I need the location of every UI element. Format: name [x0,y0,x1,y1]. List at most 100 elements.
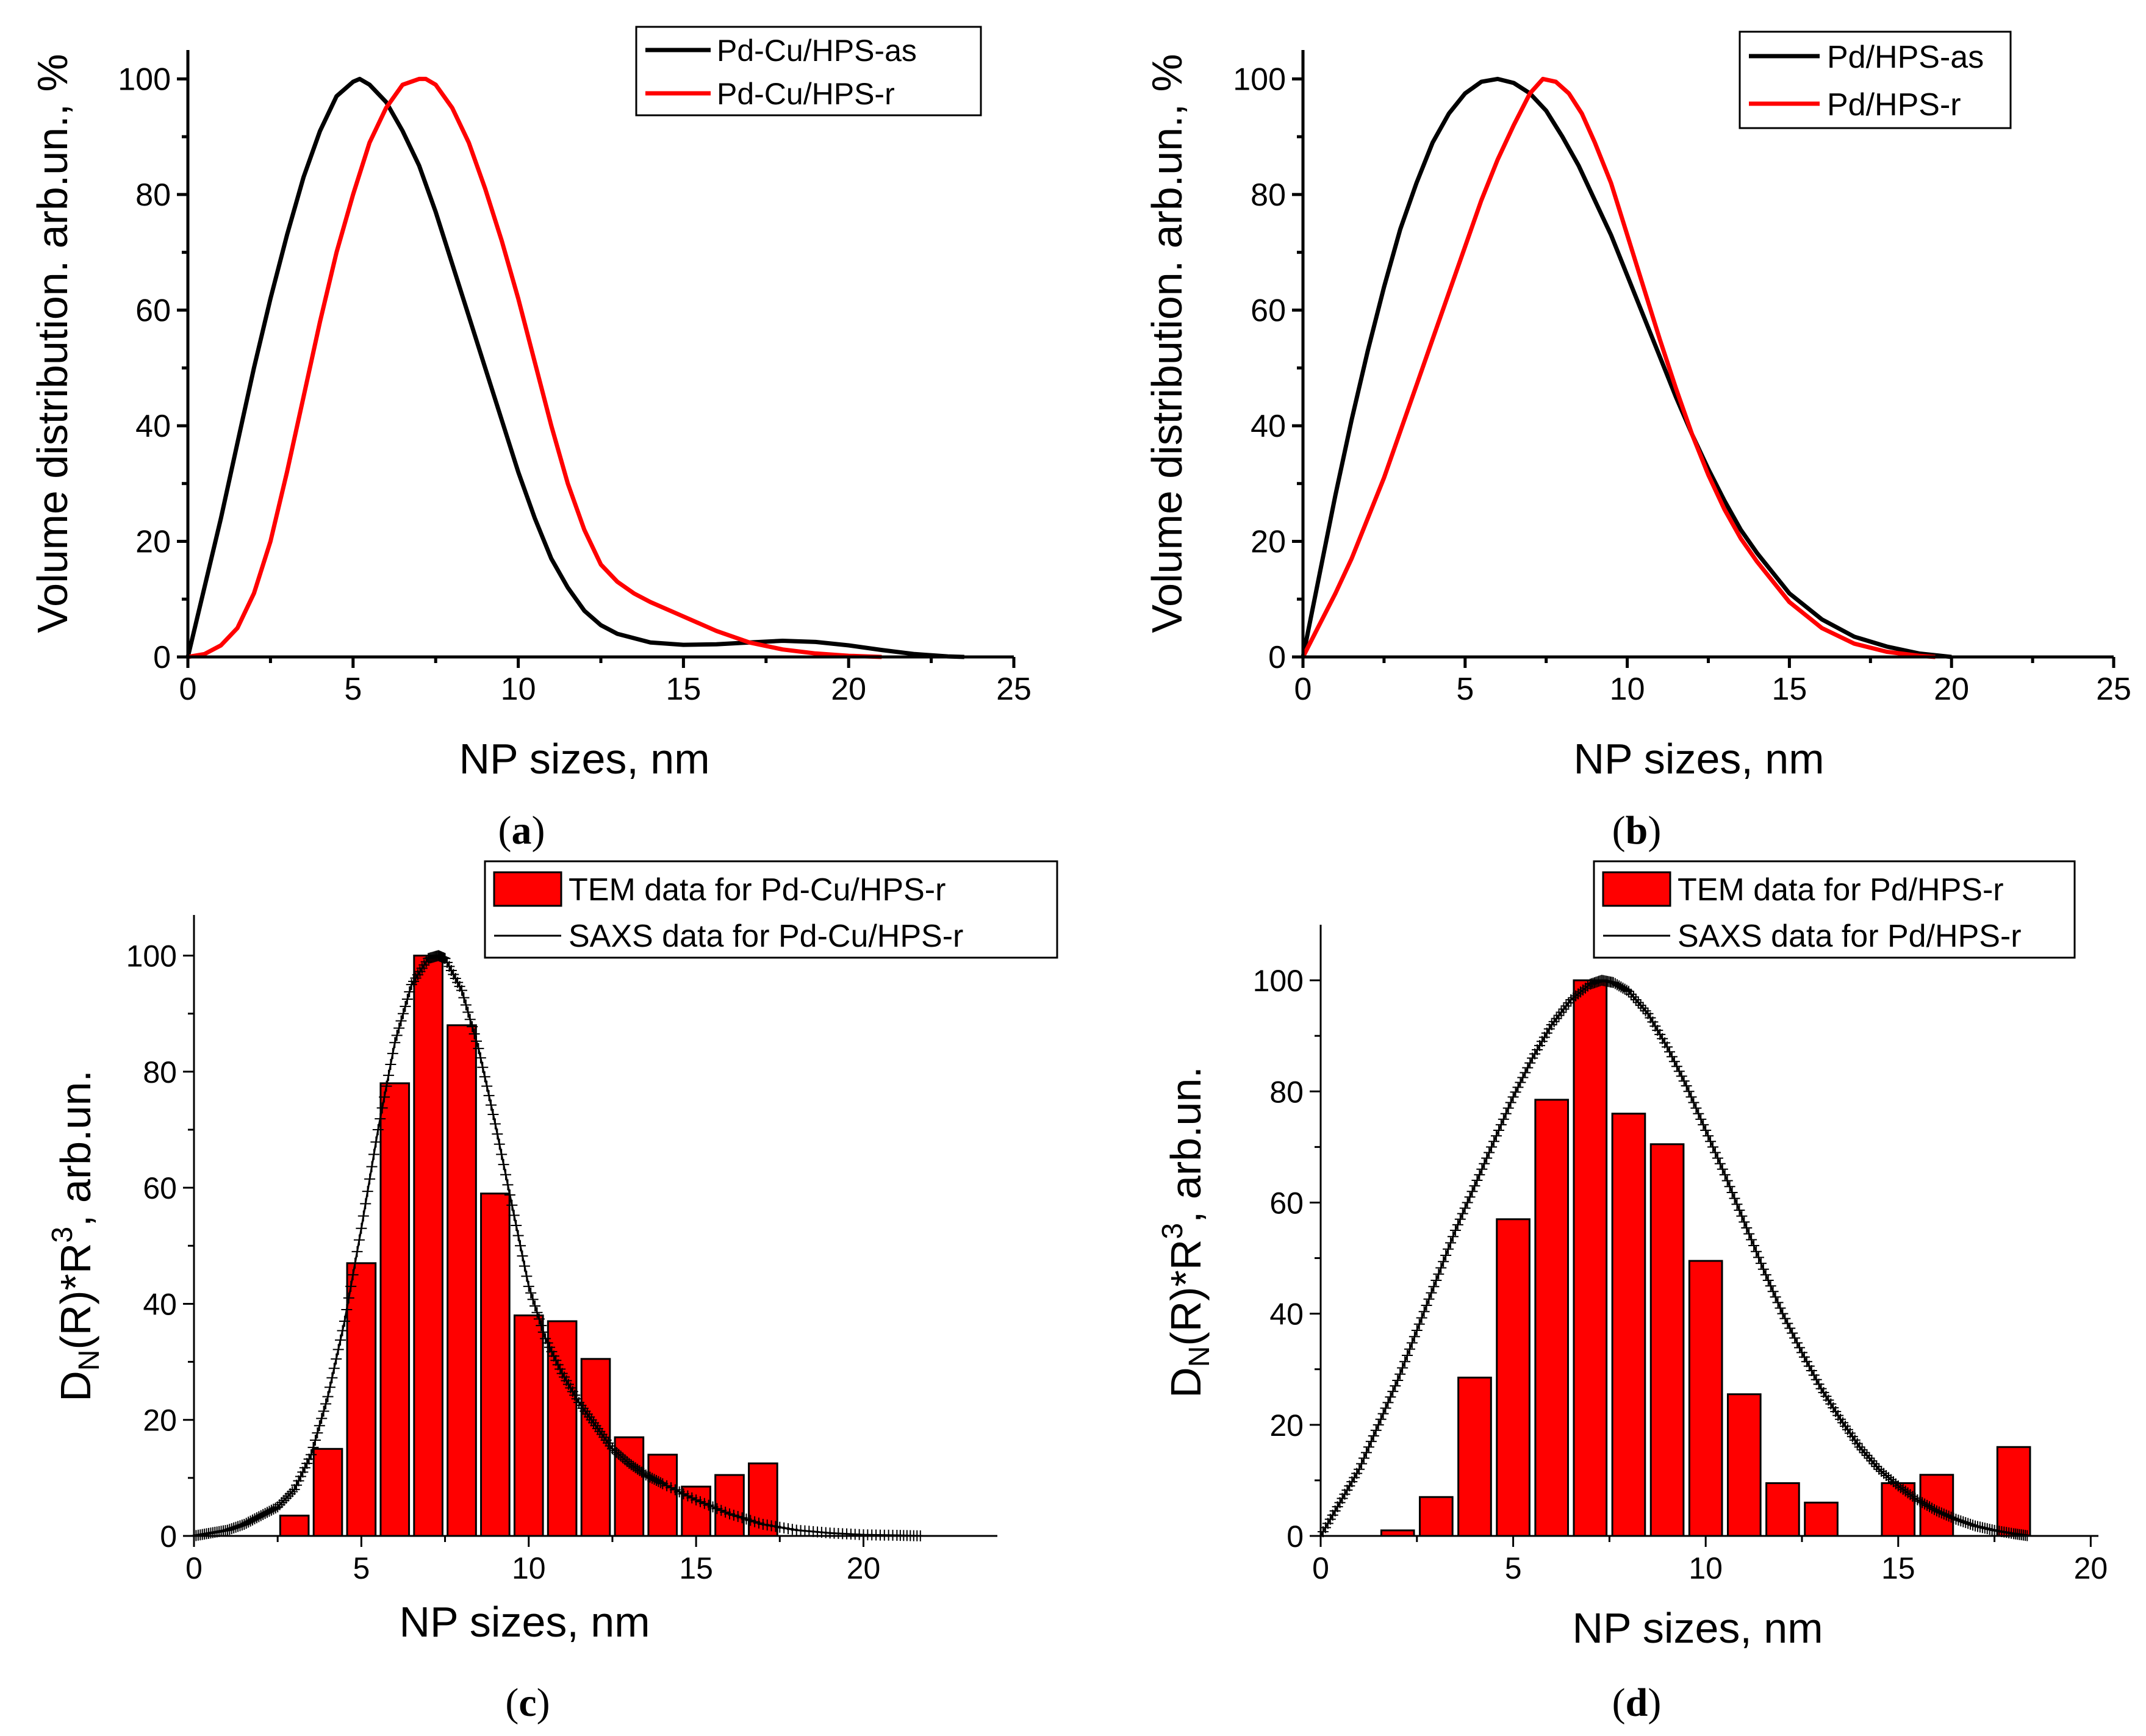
y-tick-label-c-3: 60 [143,1171,177,1205]
saxs-point-d-29 [1385,1391,1396,1403]
saxs-point-c-141 [467,1021,478,1033]
saxs-point-d-204 [1787,1327,1798,1339]
saxs-point-d-206 [1792,1337,1803,1349]
saxs-point-c-202 [594,1426,606,1437]
saxs-point-c-195 [580,1405,591,1417]
saxs-point-c-204 [598,1432,610,1443]
saxs-point-d-239 [1871,1461,1882,1472]
saxs-point-d-194 [1762,1274,1774,1286]
saxs-point-c-198 [586,1414,597,1426]
y-tick-label-b-1: 20 [1251,524,1286,559]
saxs-point-d-256 [1912,1494,1923,1505]
saxs-point-c-153 [492,1128,503,1140]
saxs-point-c-145 [475,1052,486,1064]
saxs-point-c-174 [536,1320,547,1332]
saxs-point-c-162 [511,1220,522,1231]
saxs-point-c-166 [519,1260,530,1272]
saxs-point-c-60 [314,1420,325,1432]
saxs-point-d-68 [1479,1158,1490,1169]
panel-label-c: (c) [505,1680,550,1725]
saxs-point-d-84 [1517,1072,1529,1083]
saxs-point-d-172 [1709,1147,1721,1158]
saxs-point-d-53 [1443,1243,1454,1255]
saxs-point-d-186 [1743,1228,1755,1239]
saxs-point-d-61 [1462,1197,1473,1208]
panel-label-d: (d) [1612,1680,1662,1725]
bar-c-11 [647,1454,678,1537]
saxs-point-c-199 [588,1417,600,1429]
saxs-point-d-165 [1693,1108,1704,1119]
saxs-point-d-32 [1392,1374,1404,1386]
saxs-point-d-210 [1801,1356,1812,1368]
saxs-point-c-69 [332,1344,344,1355]
saxs-point-c-178 [544,1341,556,1353]
saxs-point-d-58 [1454,1213,1466,1225]
saxs-point-d-207 [1794,1342,1806,1354]
saxs-point-d-237 [1866,1455,1878,1467]
chart-panel-a: 0 5 10 15 20 25 0 20 40 60 80 100 Volume distributi… [29,26,1032,853]
saxs-point-c-47 [287,1486,298,1497]
saxs-point-d-276 [1960,1517,1972,1529]
saxs-point-d-23 [1370,1424,1382,1436]
legend-label-tem-pd-hps-r: TEM data for Pd/HPS-r [1678,872,2004,908]
saxs-point-d-268 [1940,1509,1952,1521]
saxs-point-c-58 [309,1435,321,1446]
y-tick-label-b-3: 60 [1251,293,1286,328]
saxs-point-d-163 [1688,1097,1699,1108]
saxs-point-d-157 [1673,1066,1685,1077]
x-tick-label-a-2: 10 [501,672,536,707]
saxs-point-c-64 [322,1391,334,1402]
panel-label-a: (a) [498,808,545,853]
saxs-point-d-56 [1449,1225,1461,1236]
legend-box-a [635,26,982,117]
saxs-point-c-203 [596,1429,608,1440]
saxs-point-c-83 [362,1186,373,1197]
saxs-point-c-73 [341,1304,353,1315]
saxs-point-d-184 [1739,1216,1750,1228]
x-axis-label-c: NP sizes, nm [399,1598,650,1646]
saxs-point-c-77 [350,1257,361,1269]
chart-panel-b: 0 5 10 15 20 25 0 20 40 60 80 100 Volume distributi… [1143,30,2131,853]
saxs-point-c-86 [368,1149,379,1160]
saxs-point-c-165 [517,1250,528,1261]
saxs-point-d-271 [1948,1512,1959,1524]
x-axis-label-b: NP sizes, nm [1573,735,1824,783]
legend-swatch-tem-pd-cu-hps-r [493,871,562,907]
saxs-point-c-231 [655,1477,666,1488]
saxs-point-d-82 [1512,1081,1524,1093]
saxs-point-d-70 [1484,1147,1495,1158]
saxs-point-d-182 [1734,1204,1745,1216]
saxs-point-c-175 [537,1326,549,1338]
saxs-point-c-156 [498,1159,509,1171]
saxs-point-d-269 [1943,1510,1954,1522]
saxs-point-c-200 [590,1420,601,1432]
saxs-point-c-147 [479,1071,490,1083]
saxs-point-c-139 [462,1006,474,1018]
bar-d-6 [1611,1113,1646,1537]
saxs-point-c-158 [502,1179,514,1191]
bar-c-7 [513,1314,544,1537]
bar-d-4 [1534,1099,1570,1537]
saxs-point-d-162 [1685,1091,1697,1103]
bar-d-14 [1996,1446,2031,1537]
saxs-point-d-175 [1717,1163,1728,1175]
saxs-point-d-195 [1765,1280,1776,1292]
y-tick-label-a-3: 60 [135,293,171,328]
saxs-point-d-59 [1457,1208,1468,1219]
x-tick-label-c-0: 0 [185,1551,203,1585]
saxs-point-d-50 [1435,1262,1447,1274]
bar-d-11 [1804,1501,1839,1537]
saxs-point-d-193 [1760,1269,1771,1280]
saxs-point-d-141 [1635,1000,1646,1011]
saxs-point-c-63 [320,1398,332,1410]
saxs-point-d-235 [1861,1449,1873,1461]
saxs-point-d-19 [1360,1447,1372,1458]
saxs-point-d-86 [1522,1062,1534,1074]
saxs-point-d-66 [1474,1169,1485,1180]
saxs-point-c-67 [328,1363,340,1374]
saxs-point-c-54 [301,1458,313,1469]
bar-c-3 [379,1082,411,1537]
saxs-point-c-197 [584,1411,595,1422]
y-tick-label-a-4: 80 [135,178,171,213]
saxs-point-d-232 [1854,1441,1865,1453]
